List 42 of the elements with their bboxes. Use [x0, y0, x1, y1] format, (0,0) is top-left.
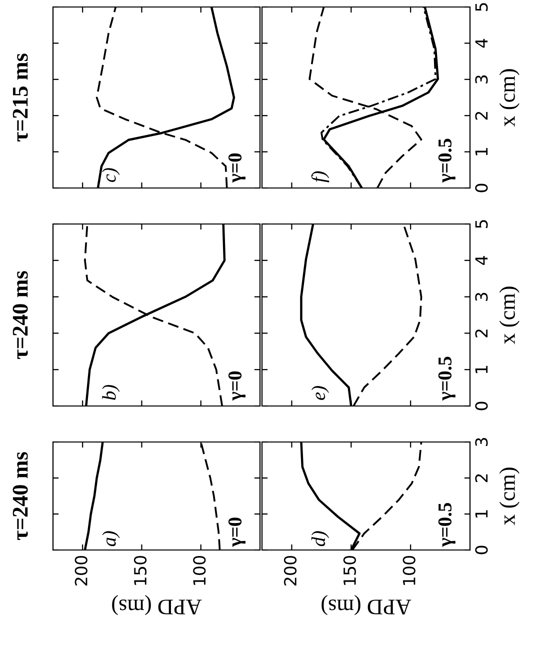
x-tick-label: 100: [193, 556, 206, 585]
annotation: d): [311, 531, 330, 546]
y-tick-label: 1: [475, 510, 488, 518]
y-tick-label: 2: [475, 330, 488, 338]
y-tick-label: 3: [475, 438, 488, 446]
x-tick-label: 200: [74, 556, 88, 586]
annotation: e): [311, 386, 330, 400]
annotation: γ=0: [228, 371, 246, 401]
annotation: γ=0: [228, 518, 246, 547]
annotation: c): [102, 168, 120, 182]
y-axis-title: x (cm): [499, 69, 520, 127]
y-tick-label: 0: [475, 402, 488, 410]
x-axis-title: APD (ms): [322, 595, 412, 616]
y-tick-label: 2: [475, 474, 488, 482]
x-axis-title: APD (ms): [112, 595, 202, 616]
y-tick-label: 1: [475, 148, 488, 156]
text: τ=240 ms: [12, 452, 28, 540]
y-tick-label: 2: [475, 112, 488, 120]
annotation: γ=0.5: [438, 138, 456, 183]
x-tick-label: 150: [134, 556, 147, 585]
annotation: f): [311, 171, 330, 182]
annotation: γ=0.5: [438, 356, 456, 401]
y-tick-label: 4: [475, 38, 488, 48]
y-tick-label: 0: [475, 184, 488, 192]
annotation: a): [102, 531, 120, 546]
y-axis-title: x (cm): [499, 286, 520, 344]
y-tick-label: 3: [475, 75, 488, 84]
annotation: γ=0: [228, 153, 246, 183]
annotation: b): [102, 384, 120, 400]
text: τ=240 ms: [12, 271, 28, 360]
x-tick-label: 150: [343, 556, 356, 585]
x-tick-label: 200: [284, 556, 297, 586]
text: τ=215 ms: [12, 54, 28, 142]
y-tick-label: 4: [475, 256, 488, 265]
y-tick-label: 0: [475, 546, 488, 554]
y-tick-label: 5: [475, 3, 488, 12]
y-tick-label: 5: [475, 220, 488, 228]
y-tick-label: 1: [475, 366, 488, 374]
annotation: γ=0.5: [438, 502, 456, 547]
x-tick-label: 100: [402, 556, 416, 585]
y-tick-label: 3: [475, 292, 488, 301]
y-axis-title: x (cm): [499, 468, 520, 526]
